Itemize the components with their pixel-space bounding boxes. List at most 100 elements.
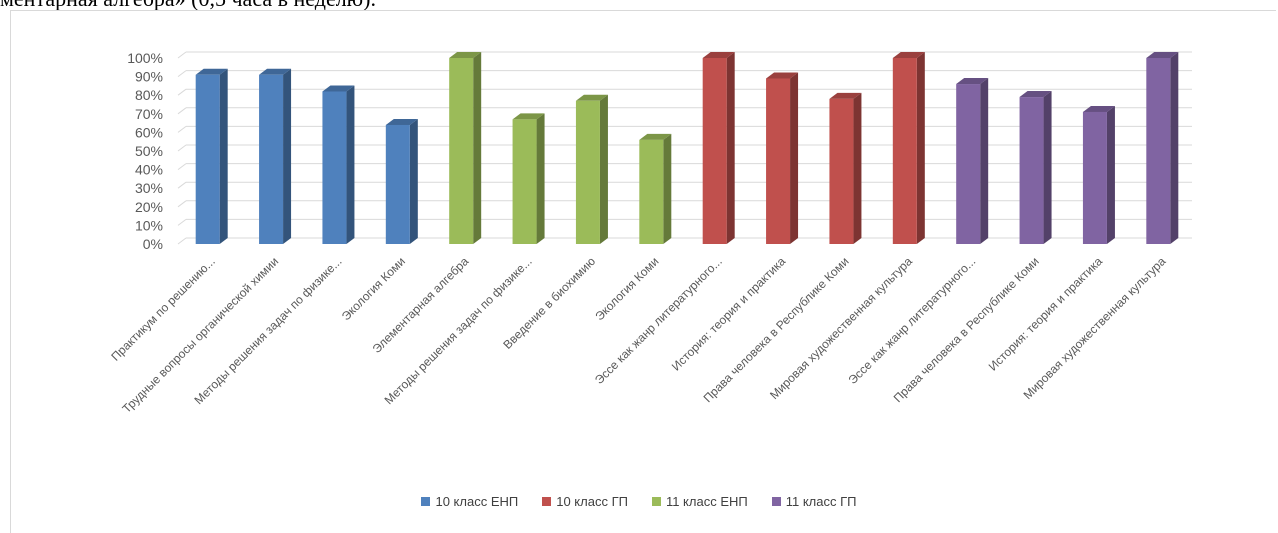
bar-front xyxy=(702,58,727,244)
bar-top xyxy=(385,118,418,125)
x-tick-label: Эссе как жанр литературного... xyxy=(592,254,725,387)
y-tick-label: 10% xyxy=(135,217,163,233)
bar-front xyxy=(385,124,410,244)
y-tick-label: 0% xyxy=(143,236,163,252)
x-tick-label: Мировая художественная культура xyxy=(767,254,915,402)
bar-side xyxy=(473,52,482,244)
bar-top xyxy=(512,113,545,120)
bar-front xyxy=(1146,58,1171,244)
x-tick-label: Экология Коми xyxy=(339,254,408,323)
bar-front xyxy=(956,84,981,244)
gridline-depth xyxy=(177,218,187,226)
legend-label: 10 класс ЕНП xyxy=(435,494,519,509)
bar-front xyxy=(512,119,537,244)
legend-swatch xyxy=(421,497,431,506)
bar-chart: 0% 10% 20% 30% 40% 50% 60% 70% 80% 90% 100% Практи… xyxy=(108,50,1192,416)
bar-top xyxy=(639,133,672,140)
bar xyxy=(639,133,672,244)
gridline-depth xyxy=(177,126,187,133)
legend-item: 10 класс ЕНП xyxy=(421,494,518,509)
x-tick-label: История: теория и практика xyxy=(986,254,1106,374)
bar-top xyxy=(195,68,228,75)
gridline-depth xyxy=(177,181,187,189)
legend-label: 11 класс ЕНП xyxy=(665,494,748,509)
y-tick-label: 40% xyxy=(135,162,163,178)
bar xyxy=(449,52,482,244)
bar-top xyxy=(259,68,292,75)
bar-side xyxy=(409,118,418,244)
bar-top xyxy=(449,52,482,58)
gridline-depth xyxy=(177,144,187,152)
bar-side xyxy=(916,52,925,244)
x-tick-label: История: теория и практика xyxy=(669,254,789,374)
gridline-depth xyxy=(177,237,187,245)
bar xyxy=(259,68,292,245)
bar-side xyxy=(1043,91,1052,244)
bar-front xyxy=(829,98,854,244)
gridline-depth xyxy=(177,88,187,96)
bar xyxy=(385,118,418,244)
bar xyxy=(766,72,799,245)
bar-side xyxy=(599,94,608,244)
bar-top xyxy=(702,52,735,58)
bars xyxy=(195,52,1179,245)
bar-front xyxy=(322,91,347,244)
legend-swatch xyxy=(651,497,661,506)
bar-front xyxy=(766,78,791,245)
bar-front xyxy=(1082,111,1107,244)
bar-top xyxy=(1082,105,1115,112)
bar-front xyxy=(892,58,917,244)
bar-front xyxy=(195,74,220,245)
bar-side xyxy=(790,72,799,245)
bar-top xyxy=(322,85,355,92)
bar xyxy=(1082,105,1115,244)
y-tick-label: 90% xyxy=(135,69,163,85)
bar xyxy=(322,85,355,244)
legend-item: 10 класс ГП xyxy=(542,494,628,509)
gridline-depth xyxy=(177,70,187,77)
gridline-depth xyxy=(177,200,187,208)
bar-front xyxy=(575,100,600,244)
y-tick-label: 60% xyxy=(135,124,163,140)
bar-top xyxy=(892,52,925,58)
bar-top xyxy=(1019,91,1052,98)
bar-side xyxy=(980,78,989,244)
bar-side xyxy=(663,133,672,244)
bar-top xyxy=(766,72,799,79)
bar xyxy=(512,113,545,244)
x-tick-label: Экология Коми xyxy=(592,254,661,323)
bar-top xyxy=(1146,52,1179,58)
bar xyxy=(1019,91,1052,244)
legend-label: 10 класс ГП xyxy=(556,494,628,509)
x-tick-label: Мировая художественная культура xyxy=(1021,254,1169,402)
bar-side xyxy=(536,113,545,244)
x-tick-label: Эссе как жанр литературного... xyxy=(845,254,978,387)
bar-side xyxy=(1170,52,1179,244)
chart-frame xyxy=(10,10,1276,533)
bar-front xyxy=(639,139,664,244)
legend-swatch xyxy=(542,497,552,506)
legend-item: 11 класс ГП xyxy=(771,494,857,509)
document-text-line: ментарная алгебра» (0,5 часа в неделю). xyxy=(0,0,700,12)
bar-side xyxy=(726,52,735,244)
bar-side xyxy=(1106,105,1115,244)
legend-swatch xyxy=(771,497,781,506)
y-axis-ticks: 0% 10% 20% 30% 40% 50% 60% 70% 80% 90% 100% xyxy=(127,50,163,252)
y-tick-label: 50% xyxy=(135,143,163,159)
gridline-depth xyxy=(177,51,187,59)
legend-item: 11 класс ЕНП xyxy=(651,494,748,509)
y-tick-label: 20% xyxy=(135,199,163,215)
y-tick-label: 70% xyxy=(135,106,163,122)
x-axis-ticks: Практикум по решению...Трудные вопросы о… xyxy=(108,254,1168,416)
bar-top xyxy=(575,94,608,101)
bar-side xyxy=(283,68,292,245)
bar-side xyxy=(853,92,862,244)
bar-front xyxy=(1019,97,1044,244)
bar-front xyxy=(259,74,284,245)
bar-side xyxy=(346,85,355,244)
y-tick-label: 30% xyxy=(135,180,163,196)
chart-legend: 10 класс ЕНП 10 класс ГП 11 класс ЕНП 11 кл… xyxy=(0,494,1278,509)
bar-top xyxy=(829,92,862,99)
bar xyxy=(956,78,989,244)
bar xyxy=(195,68,228,245)
